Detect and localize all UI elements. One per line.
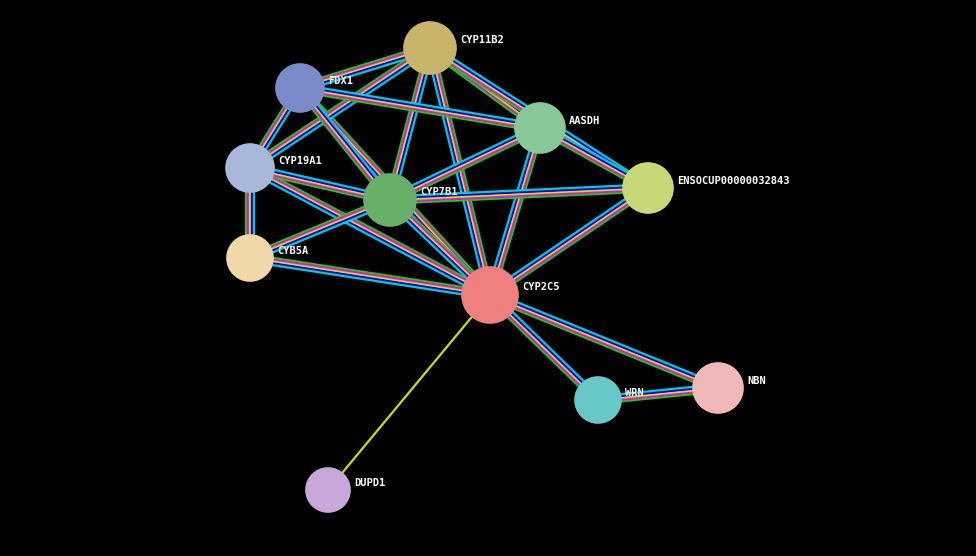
Text: CYP11B2: CYP11B2 xyxy=(460,35,504,45)
Text: NBN: NBN xyxy=(747,375,766,385)
Text: DUPD1: DUPD1 xyxy=(354,478,386,488)
Text: AASDH: AASDH xyxy=(569,116,600,126)
Circle shape xyxy=(226,144,274,192)
Circle shape xyxy=(515,103,565,153)
Text: WRN: WRN xyxy=(625,388,644,398)
Text: CYP7B1: CYP7B1 xyxy=(420,187,458,197)
Text: CYB5A: CYB5A xyxy=(277,246,308,256)
Circle shape xyxy=(623,163,673,213)
Circle shape xyxy=(306,468,350,512)
Circle shape xyxy=(575,377,621,423)
Text: FDX1: FDX1 xyxy=(328,76,353,86)
Circle shape xyxy=(364,174,416,226)
Circle shape xyxy=(276,64,324,112)
Circle shape xyxy=(404,22,456,74)
Circle shape xyxy=(462,267,518,323)
Circle shape xyxy=(693,363,743,413)
Text: CYP19A1: CYP19A1 xyxy=(278,156,322,166)
Circle shape xyxy=(227,235,273,281)
Text: ENSOCUP00000032843: ENSOCUP00000032843 xyxy=(677,176,790,186)
Text: CYP2C5: CYP2C5 xyxy=(522,281,559,291)
